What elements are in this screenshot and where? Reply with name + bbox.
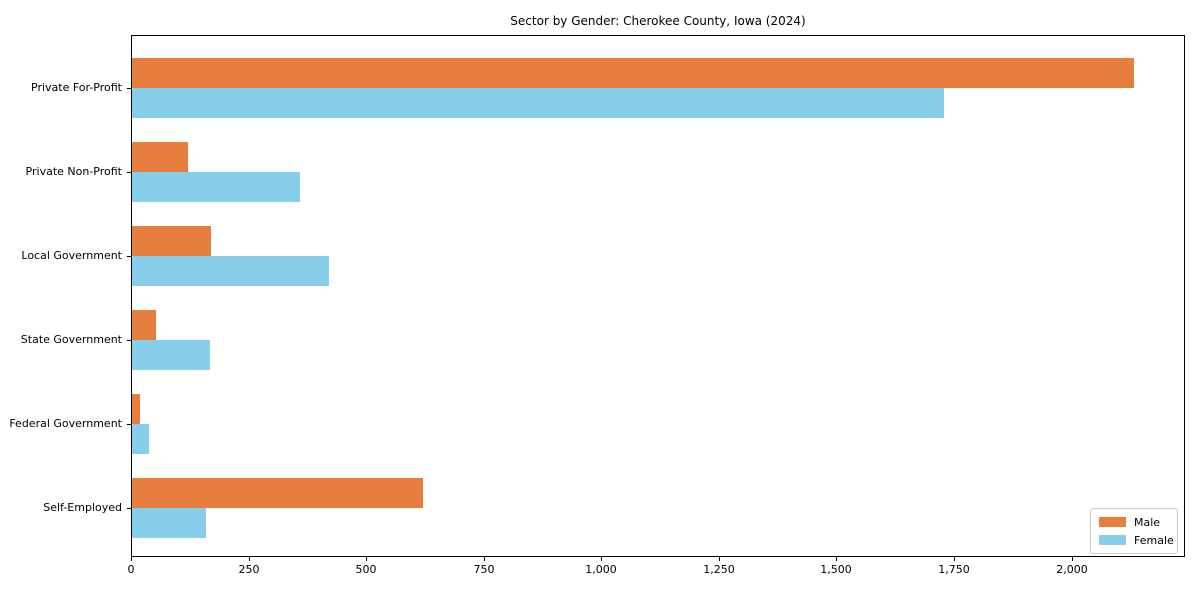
x-tick-500 — [366, 557, 367, 561]
legend-swatch-female — [1099, 535, 1126, 545]
legend-label-male: Male — [1134, 515, 1161, 529]
bar-male-private-non-profit — [132, 141, 188, 172]
legend-label-female: Female — [1134, 533, 1174, 547]
bar-male-local-government — [132, 225, 211, 256]
x-tick-label-1000: 1,000 — [585, 563, 617, 576]
bar-female-local-government — [132, 255, 329, 286]
y-tick-label-federal-government: Federal Government — [9, 416, 122, 430]
x-tick-label-750: 750 — [473, 563, 495, 576]
y-tick-label-private-for-profit: Private For-Profit — [31, 81, 122, 94]
y-tick-private-for-profit — [127, 88, 131, 89]
y-tick-self-employed — [127, 507, 131, 509]
x-tick-2000 — [1072, 557, 1073, 561]
x-tick-1750 — [954, 557, 955, 561]
bar-male-federal-government — [132, 393, 140, 424]
x-tick-label-1750: 1,750 — [938, 563, 970, 576]
bar-female-state-government — [132, 339, 210, 370]
x-tick-label-1250: 1,250 — [703, 563, 735, 576]
y-tick-private-non-profit — [127, 171, 131, 173]
legend-item-male: Male — [1099, 515, 1171, 529]
legend: Male Female — [1090, 508, 1178, 554]
y-tick-label-self-employed: Self-Employed — [43, 500, 122, 514]
y-tick-label-local-government: Local Government — [21, 248, 122, 262]
y-tick-label-state-government: State Government — [20, 332, 122, 346]
x-tick-label-0: 0 — [127, 563, 135, 576]
y-tick-label-private-non-profit: Private Non-Profit — [25, 164, 122, 178]
plot-area — [131, 35, 1185, 557]
x-tick-1250 — [719, 557, 720, 561]
bar-male-private-for-profit — [132, 58, 1134, 88]
x-tick-1500 — [836, 557, 837, 561]
bar-female-self-employed — [132, 507, 206, 538]
x-tick-250 — [249, 557, 250, 561]
x-tick-1000 — [601, 557, 602, 561]
legend-swatch-male — [1099, 517, 1126, 527]
x-tick-label-250: 250 — [238, 563, 260, 576]
x-tick-label-2000: 2,000 — [1056, 563, 1088, 576]
chart-title: Sector by Gender: Cherokee County, Iowa … — [510, 14, 806, 28]
y-tick-state-government — [127, 339, 131, 341]
legend-item-female: Female — [1099, 533, 1174, 547]
y-tick-local-government — [127, 255, 131, 257]
bar-male-self-employed — [132, 477, 423, 508]
bar-female-private-non-profit — [132, 171, 300, 202]
bar-female-federal-government — [132, 423, 149, 454]
y-tick-federal-government — [127, 423, 131, 425]
bar-female-private-for-profit — [132, 88, 944, 118]
x-tick-label-500: 500 — [355, 563, 377, 576]
bar-male-state-government — [132, 309, 156, 340]
x-tick-label-1500: 1,500 — [820, 563, 852, 576]
x-tick-750 — [484, 557, 485, 561]
x-tick-0 — [131, 557, 132, 561]
